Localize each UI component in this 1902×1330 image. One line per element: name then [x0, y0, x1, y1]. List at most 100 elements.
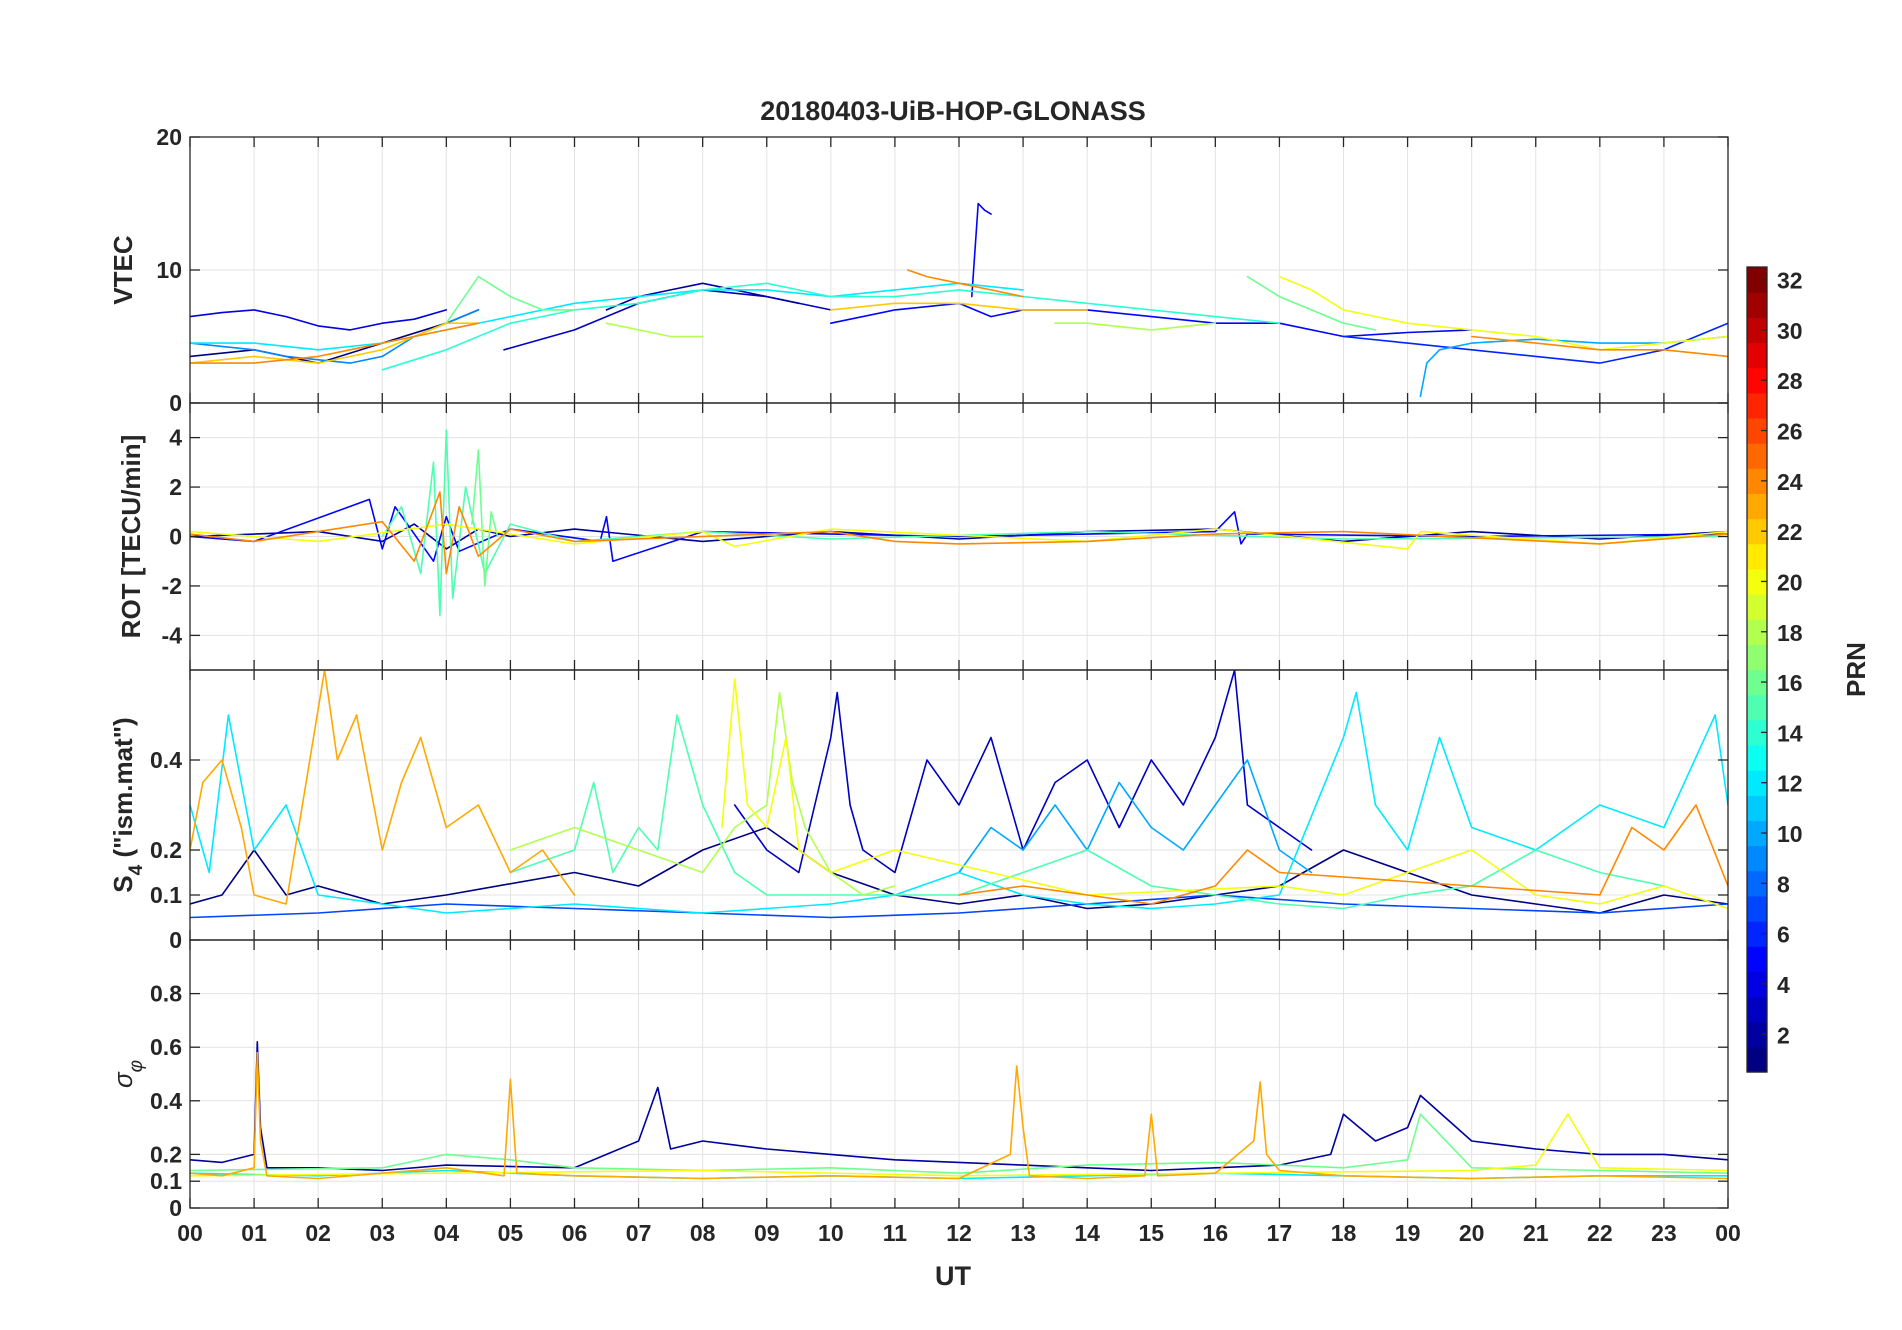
colorbar-tick-label: 26 — [1777, 419, 1803, 445]
series-prn-10 — [1419, 335, 1728, 398]
colorbar-tick-label: 32 — [1777, 268, 1803, 294]
x-tick-labels: 00 01 02 03 04 05 06 07 08 09 10 11 12 13 14 15 16 17 18 19… — [177, 1220, 1741, 1246]
y-tick-label: 0.4 — [150, 747, 182, 773]
series-group — [190, 670, 1728, 919]
series-prn-7 — [190, 894, 1728, 919]
series-prn-16 — [471, 449, 499, 587]
series-prn-24 — [190, 491, 1728, 575]
y-tick-label: 0.1 — [150, 882, 182, 908]
x-tick-label: 13 — [1010, 1220, 1036, 1246]
colorbar-segment — [1747, 744, 1767, 771]
series-prn-1 — [190, 826, 1728, 914]
series-prn-23 — [190, 1051, 1728, 1180]
series-prn-24 — [1470, 335, 1728, 358]
x-tick-label: 02 — [305, 1220, 331, 1246]
colorbar-segment — [1747, 946, 1767, 972]
y-axis-label-rest: ("ism.mat") — [108, 717, 138, 864]
x-tick-label: 08 — [690, 1220, 716, 1246]
series-prn-2 — [190, 1041, 1728, 1172]
colorbar-segment — [1747, 971, 1767, 998]
colorbar-segment — [1747, 1046, 1767, 1073]
x-tick-label: 03 — [369, 1220, 395, 1246]
y-axis-label-main: S — [108, 875, 138, 892]
colorbar-segment — [1747, 468, 1767, 495]
colorbar-segment — [1747, 267, 1767, 293]
series-group — [190, 1041, 1728, 1180]
colorbar-segment — [1747, 845, 1767, 872]
series-group — [190, 202, 1728, 398]
series-prn-24 — [190, 322, 480, 364]
y-tick-label: 0.2 — [150, 837, 182, 863]
x-tick-label: 05 — [498, 1220, 524, 1246]
x-tick-label: 11 — [883, 1220, 908, 1246]
y-axis-label: VTEC — [108, 235, 138, 305]
colorbar-segment — [1747, 292, 1767, 318]
x-axis-label: UT — [935, 1261, 971, 1291]
colorbar-segment — [1747, 719, 1767, 746]
y-axis-label: S4 ("ism.mat") — [108, 717, 147, 892]
x-tick-label: 09 — [754, 1220, 780, 1246]
colorbar-segment — [1747, 317, 1767, 344]
y-tick-label: 0 — [169, 927, 182, 953]
series-prn-20 — [190, 1113, 1728, 1177]
x-tick-label: 19 — [1395, 1220, 1421, 1246]
colorbar-segment — [1747, 417, 1767, 444]
colorbar-segment — [1747, 619, 1767, 645]
colorbar-segment — [1747, 694, 1767, 721]
colorbar-segment — [1747, 594, 1767, 620]
colorbar-segment — [1747, 870, 1767, 897]
colorbar-segment — [1747, 895, 1767, 922]
series-prn-24 — [906, 269, 1024, 298]
series-prn-22 — [190, 322, 480, 364]
x-tick-label: 12 — [946, 1220, 972, 1246]
series-prn-18 — [1054, 322, 1217, 331]
x-tick-label: 18 — [1331, 1220, 1357, 1246]
y-tick-label: 0.6 — [150, 1034, 182, 1060]
series-prn-10 — [958, 759, 1313, 874]
series-prn-5 — [830, 302, 1473, 338]
series-prn-22 — [830, 302, 1088, 311]
colorbar-segment — [1747, 770, 1767, 796]
y-tick-label: 10 — [156, 257, 182, 283]
x-tick-label: 14 — [1074, 1220, 1100, 1246]
y-tick-label: 0 — [169, 524, 182, 550]
series-prn-4 — [190, 309, 448, 331]
colorbar-frame — [1746, 266, 1768, 1073]
colorbar-tick-label: 28 — [1777, 368, 1803, 394]
series-prn-20 — [190, 523, 1728, 550]
y-axis-label-sub: 4 — [126, 864, 147, 875]
series-prn-23 — [190, 670, 576, 905]
colorbar-tick-label: 12 — [1777, 771, 1803, 797]
colorbar-segment — [1747, 443, 1767, 469]
y-axis-label-main: σ — [108, 1071, 138, 1088]
grid — [189, 136, 1729, 404]
colorbar-tick-label: 10 — [1777, 821, 1803, 847]
panel-rot: -4 -2 0 2 4 ROT [TECU/min] — [116, 402, 1729, 671]
chart-title: 20180403-UiB-HOP-GLONASS — [760, 96, 1146, 126]
series-prn-15 — [381, 429, 1728, 617]
colorbar-tick-label: 18 — [1777, 620, 1803, 646]
colorbar-segment — [1747, 392, 1767, 419]
x-tick-label: 20 — [1459, 1220, 1485, 1246]
colorbar-segment — [1747, 493, 1767, 520]
y-tick-label: 0.4 — [150, 1088, 182, 1114]
colorbar-tick-label: 20 — [1777, 569, 1803, 595]
y-tick-label: 0 — [169, 390, 182, 416]
y-tick-label: 4 — [169, 425, 182, 451]
x-tick-label: 06 — [562, 1220, 588, 1246]
y-tick-label: 0.8 — [150, 981, 182, 1007]
y-tick-label: -2 — [162, 573, 182, 599]
colorbar-tick-label: 6 — [1777, 922, 1790, 948]
y-tick-label: 2 — [169, 474, 182, 500]
x-tick-label: 23 — [1651, 1220, 1677, 1246]
x-tick-label: 04 — [434, 1220, 460, 1246]
x-tick-label: 00 — [177, 1220, 203, 1246]
y-tick-label: 0 — [169, 1195, 182, 1221]
x-tick-label: 22 — [1587, 1220, 1613, 1246]
colorbar-segment — [1747, 795, 1767, 822]
series-prn-1 — [190, 309, 480, 364]
colorbar-tick-label: 8 — [1777, 871, 1790, 897]
series-prn-3 — [503, 289, 832, 351]
